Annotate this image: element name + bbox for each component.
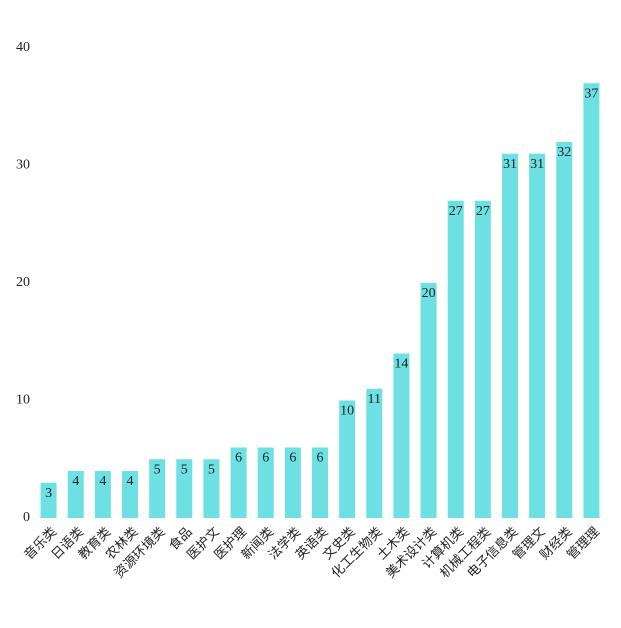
- bar: [312, 447, 328, 518]
- value-label: 4: [99, 474, 106, 489]
- value-label: 31: [503, 157, 517, 172]
- bar: [529, 153, 546, 518]
- bar: [257, 447, 274, 518]
- bar: [149, 459, 166, 518]
- value-label: 27: [449, 204, 463, 219]
- bar: [284, 447, 301, 518]
- bar: [474, 200, 491, 518]
- value-label: 3: [45, 486, 52, 501]
- value-label: 32: [557, 145, 571, 160]
- bar: [556, 142, 573, 518]
- bar: [339, 400, 356, 518]
- bar: [40, 482, 57, 518]
- value-label: 6: [235, 451, 242, 466]
- y-tick-label: 20: [16, 275, 30, 290]
- bar: [94, 471, 111, 518]
- y-tick-label: 0: [23, 510, 30, 525]
- bar: [366, 388, 383, 518]
- y-tick-label: 40: [16, 40, 30, 55]
- bar: [420, 283, 437, 518]
- bar: [502, 153, 518, 518]
- y-tick-label: 30: [16, 158, 30, 173]
- value-label: 27: [476, 204, 490, 219]
- value-label: 14: [394, 357, 408, 372]
- bar: [583, 83, 600, 518]
- value-label: 31: [530, 157, 544, 172]
- value-label: 37: [584, 86, 598, 101]
- bar: [67, 471, 84, 518]
- value-label: 11: [368, 392, 381, 407]
- bar: [230, 447, 247, 518]
- bar: [122, 471, 138, 518]
- value-label: 5: [181, 462, 188, 477]
- bar: [447, 200, 464, 518]
- value-label: 5: [154, 462, 161, 477]
- value-label: 6: [317, 451, 324, 466]
- value-label: 6: [289, 451, 296, 466]
- value-label: 4: [127, 474, 134, 489]
- value-label: 5: [208, 462, 215, 477]
- value-label: 4: [72, 474, 79, 489]
- bar: [203, 459, 220, 518]
- value-label: 10: [340, 404, 354, 419]
- value-label: 20: [422, 286, 436, 301]
- bar: [393, 353, 410, 518]
- y-tick-label: 10: [16, 393, 30, 408]
- value-label: 6: [262, 451, 269, 466]
- bar: [176, 459, 193, 518]
